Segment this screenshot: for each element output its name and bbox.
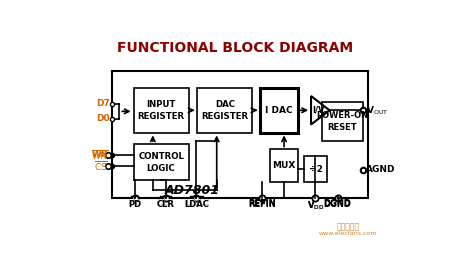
Text: ÷2: ÷2 bbox=[309, 164, 322, 174]
Text: FUNCTIONAL BLOCK DIAGRAM: FUNCTIONAL BLOCK DIAGRAM bbox=[117, 41, 353, 55]
Bar bbox=[134, 88, 189, 133]
Text: $\overline{\rm CS}$: $\overline{\rm CS}$ bbox=[94, 160, 108, 173]
Text: PD: PD bbox=[128, 199, 141, 208]
Text: AGND: AGND bbox=[366, 165, 396, 174]
Bar bbox=[112, 71, 368, 198]
Text: LDAC: LDAC bbox=[184, 199, 209, 208]
Text: CLR: CLR bbox=[157, 199, 174, 208]
Text: V$_{\mathsf{OUT}}$: V$_{\mathsf{OUT}}$ bbox=[366, 104, 388, 117]
Text: I/V: I/V bbox=[312, 106, 325, 115]
Text: CLR: CLR bbox=[157, 199, 174, 208]
Text: D7: D7 bbox=[96, 100, 110, 108]
Bar bbox=[270, 150, 298, 182]
Text: LDAC: LDAC bbox=[184, 199, 209, 208]
Text: CLR: CLR bbox=[157, 200, 174, 209]
Bar bbox=[134, 144, 189, 180]
Text: 电子发烧友: 电子发烧友 bbox=[337, 222, 360, 231]
Text: I DAC: I DAC bbox=[265, 106, 293, 115]
Text: DGND: DGND bbox=[324, 200, 352, 209]
Text: REFIN: REFIN bbox=[249, 199, 276, 208]
Text: D0: D0 bbox=[96, 114, 110, 123]
Bar bbox=[322, 102, 363, 141]
Text: LDAC: LDAC bbox=[184, 200, 209, 209]
Text: $\overline{\rm WR}$: $\overline{\rm WR}$ bbox=[91, 148, 108, 162]
Text: V$_{\mathsf{DD}}$: V$_{\mathsf{DD}}$ bbox=[307, 199, 324, 212]
Text: DAC
REGISTER: DAC REGISTER bbox=[202, 100, 249, 121]
Text: PD: PD bbox=[128, 199, 141, 208]
Text: INPUT
REGISTER: INPUT REGISTER bbox=[137, 100, 185, 121]
Text: WR: WR bbox=[91, 150, 108, 159]
Text: PD: PD bbox=[128, 200, 141, 209]
Bar bbox=[304, 156, 327, 182]
Text: CONTROL
LOGIC: CONTROL LOGIC bbox=[138, 152, 184, 173]
Bar bbox=[197, 88, 252, 133]
Bar bbox=[260, 88, 298, 133]
Text: MUX: MUX bbox=[273, 161, 296, 170]
Text: REFIN: REFIN bbox=[249, 200, 276, 209]
Text: AD7801: AD7801 bbox=[164, 184, 220, 197]
Text: www.elecfans.com: www.elecfans.com bbox=[319, 231, 377, 236]
Text: V$_{\mathsf{DD}}$: V$_{\mathsf{DD}}$ bbox=[307, 200, 324, 212]
Text: DGND: DGND bbox=[324, 199, 352, 208]
Text: POWER-ON
RESET: POWER-ON RESET bbox=[316, 111, 368, 132]
